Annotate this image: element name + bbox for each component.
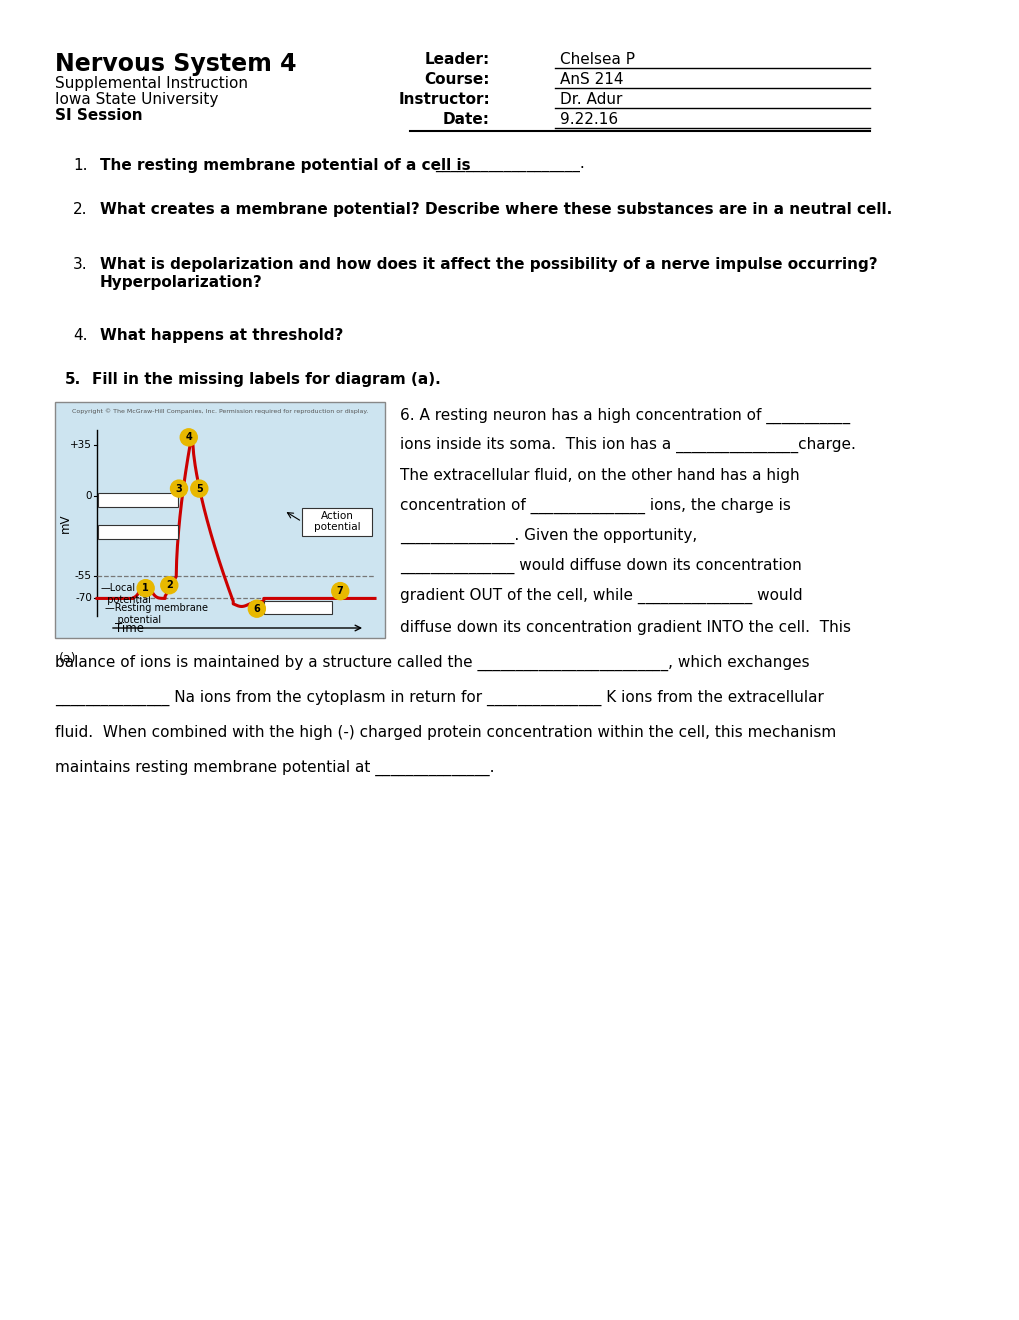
Text: Dr. Adur: Dr. Adur — [559, 92, 622, 107]
Text: ___________________.: ___________________. — [434, 158, 584, 173]
Text: 9.22.16: 9.22.16 — [559, 112, 618, 127]
Text: (a): (a) — [59, 652, 76, 665]
Text: 5.: 5. — [65, 372, 82, 387]
Text: diffuse down its concentration gradient INTO the cell.  This: diffuse down its concentration gradient … — [399, 620, 850, 635]
FancyBboxPatch shape — [98, 492, 178, 507]
Text: 6: 6 — [254, 603, 260, 614]
Text: What creates a membrane potential? Describe where these substances are in a neut: What creates a membrane potential? Descr… — [100, 202, 892, 216]
Text: -70: -70 — [75, 594, 92, 603]
Text: The resting membrane potential of a cell is: The resting membrane potential of a cell… — [100, 158, 470, 173]
FancyBboxPatch shape — [98, 525, 178, 539]
Circle shape — [331, 582, 348, 599]
Text: SI Session: SI Session — [55, 108, 143, 123]
Text: ions inside its soma.  This ion has a ________________charge.: ions inside its soma. This ion has a ___… — [399, 437, 855, 453]
FancyBboxPatch shape — [55, 403, 384, 638]
Text: 3: 3 — [175, 483, 182, 494]
Circle shape — [161, 577, 177, 594]
Text: 4.: 4. — [73, 327, 88, 343]
Text: Fill in the missing labels for diagram (a).: Fill in the missing labels for diagram (… — [92, 372, 440, 387]
Text: Iowa State University: Iowa State University — [55, 92, 218, 107]
Text: concentration of _______________ ions, the charge is: concentration of _______________ ions, t… — [399, 498, 790, 515]
Text: 5: 5 — [196, 483, 203, 494]
Text: 7: 7 — [336, 586, 343, 597]
Text: What is depolarization and how does it affect the possibility of a nerve impulse: What is depolarization and how does it a… — [100, 257, 876, 272]
Text: What happens at threshold?: What happens at threshold? — [100, 327, 343, 343]
Text: Date:: Date: — [442, 112, 489, 127]
Text: maintains resting membrane potential at _______________.: maintains resting membrane potential at … — [55, 760, 503, 776]
Text: mV: mV — [58, 513, 71, 533]
FancyBboxPatch shape — [264, 602, 331, 614]
Text: Chelsea P: Chelsea P — [559, 51, 635, 67]
Text: Leader:: Leader: — [424, 51, 489, 67]
Text: fluid.  When combined with the high (-) charged protein concentration within the: fluid. When combined with the high (-) c… — [55, 725, 836, 741]
Text: 3.: 3. — [73, 257, 88, 272]
Text: gradient OUT of the cell, while _______________ would: gradient OUT of the cell, while ________… — [399, 587, 802, 605]
Text: 2.: 2. — [73, 202, 88, 216]
Circle shape — [180, 429, 197, 446]
Text: Action
potential: Action potential — [314, 511, 360, 532]
Text: Instructor:: Instructor: — [397, 92, 489, 107]
Text: Copyright © The McGraw-Hill Companies, Inc. Permission required for reproduction: Copyright © The McGraw-Hill Companies, I… — [71, 408, 368, 413]
Text: _______________ Na ions from the cytoplasm in return for _______________ K ions : _______________ Na ions from the cytopla… — [55, 690, 823, 706]
Text: —Resting membrane
    potential: —Resting membrane potential — [105, 603, 208, 624]
Circle shape — [137, 579, 154, 597]
Text: Course:: Course: — [424, 73, 489, 87]
Text: 1: 1 — [142, 583, 149, 593]
Circle shape — [170, 480, 187, 498]
Text: AnS 214: AnS 214 — [559, 73, 623, 87]
Text: 1.: 1. — [73, 158, 88, 173]
Text: _______________ would diffuse down its concentration: _______________ would diffuse down its c… — [399, 558, 801, 574]
Text: +35: +35 — [70, 440, 92, 450]
Text: The extracellular fluid, on the other hand has a high: The extracellular fluid, on the other ha… — [399, 469, 799, 483]
Text: 2: 2 — [166, 581, 172, 590]
Text: 4: 4 — [185, 433, 192, 442]
Text: Time: Time — [115, 622, 144, 635]
Circle shape — [191, 480, 208, 498]
Text: balance of ions is maintained by a structure called the ________________________: balance of ions is maintained by a struc… — [55, 655, 809, 671]
Text: Hyperpolarization?: Hyperpolarization? — [100, 275, 263, 290]
Text: 6. A resting neuron has a high concentration of ___________: 6. A resting neuron has a high concentra… — [399, 408, 849, 424]
Text: 0: 0 — [86, 491, 92, 500]
FancyBboxPatch shape — [302, 508, 372, 536]
Text: _______________. Given the opportunity,: _______________. Given the opportunity, — [399, 528, 697, 544]
Circle shape — [248, 601, 265, 618]
Text: —Local
  potential: —Local potential — [101, 583, 151, 605]
Text: Nervous System 4: Nervous System 4 — [55, 51, 297, 77]
Text: -55: -55 — [75, 572, 92, 581]
Text: Supplemental Instruction: Supplemental Instruction — [55, 77, 248, 91]
